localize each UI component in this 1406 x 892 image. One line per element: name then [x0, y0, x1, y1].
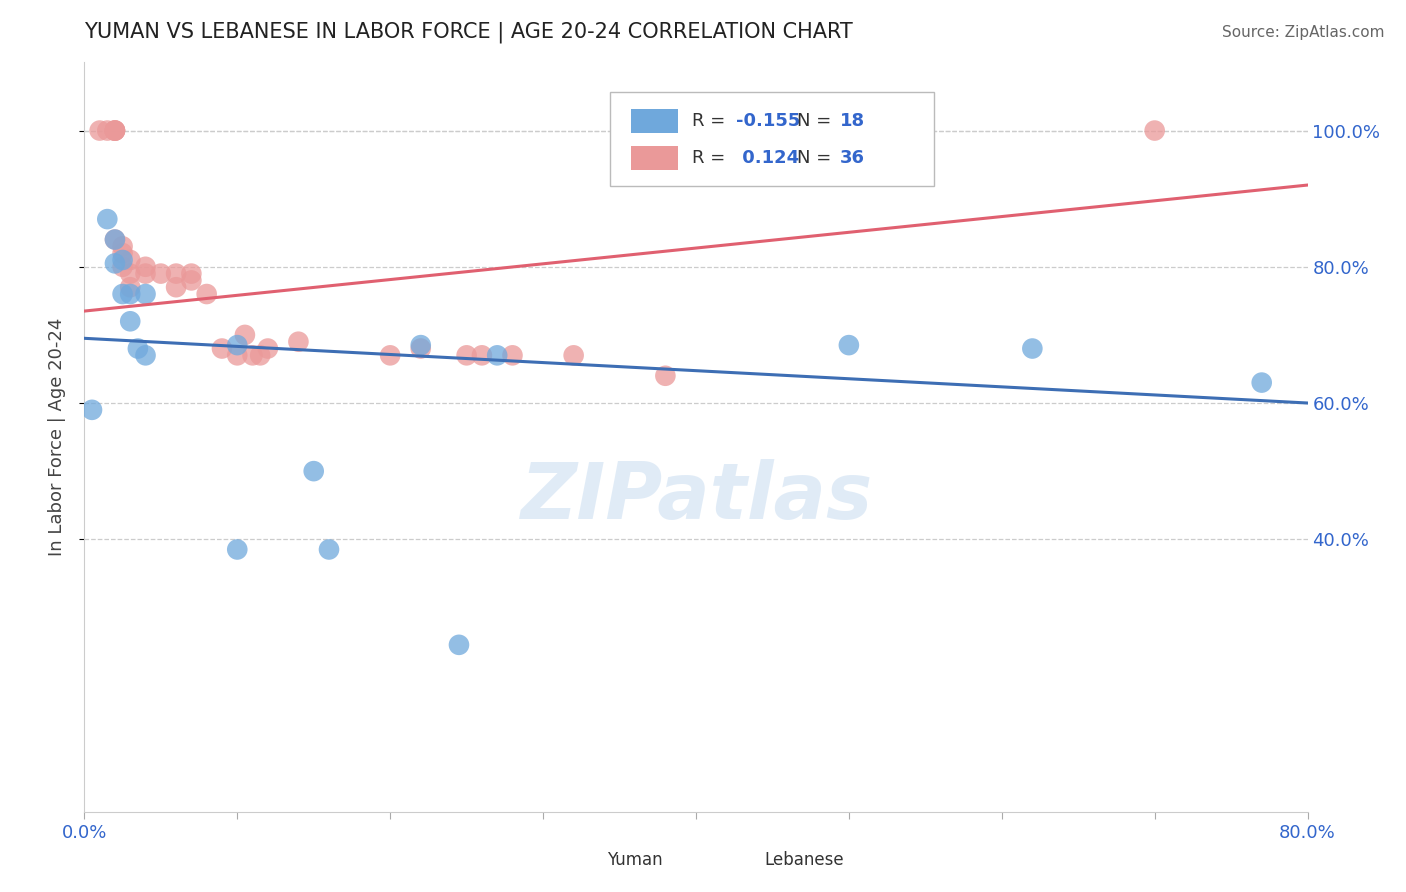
Text: Source: ZipAtlas.com: Source: ZipAtlas.com: [1222, 25, 1385, 40]
Point: [1143, 123, 1166, 137]
Point: [111, 246, 134, 260]
Point: [486, 348, 509, 362]
Y-axis label: In Labor Force | Age 20-24: In Labor Force | Age 20-24: [48, 318, 66, 557]
FancyBboxPatch shape: [631, 109, 678, 133]
Text: YUMAN VS LEBANESE IN LABOR FORCE | AGE 20-24 CORRELATION CHART: YUMAN VS LEBANESE IN LABOR FORCE | AGE 2…: [84, 21, 853, 43]
FancyBboxPatch shape: [728, 852, 756, 870]
Point: [471, 348, 494, 362]
Point: [502, 348, 524, 362]
Point: [226, 338, 249, 352]
Point: [409, 342, 432, 356]
Text: N =: N =: [797, 112, 838, 130]
Text: Yuman: Yuman: [606, 852, 662, 870]
Point: [447, 638, 470, 652]
Point: [135, 348, 157, 362]
Point: [120, 252, 142, 267]
Point: [80, 402, 103, 417]
Point: [302, 464, 325, 478]
Point: [318, 542, 340, 557]
Point: [104, 233, 127, 247]
Point: [195, 287, 218, 301]
Point: [127, 342, 149, 356]
Point: [380, 348, 402, 362]
Text: 36: 36: [841, 149, 865, 167]
Point: [654, 368, 676, 383]
Text: Lebanese: Lebanese: [765, 852, 844, 870]
Point: [562, 348, 585, 362]
Point: [104, 233, 127, 247]
Point: [456, 348, 478, 362]
Text: N =: N =: [797, 149, 838, 167]
Point: [104, 123, 127, 137]
FancyBboxPatch shape: [631, 145, 678, 169]
FancyBboxPatch shape: [571, 852, 598, 870]
Point: [165, 280, 187, 294]
Point: [96, 123, 118, 137]
Point: [211, 342, 233, 356]
Point: [1021, 342, 1043, 356]
Point: [409, 338, 432, 352]
Point: [233, 327, 256, 342]
Point: [257, 342, 280, 356]
Point: [104, 123, 127, 137]
Point: [104, 123, 127, 137]
Point: [111, 239, 134, 253]
Point: [180, 273, 202, 287]
Point: [120, 267, 142, 281]
Text: 0.124: 0.124: [737, 149, 800, 167]
Point: [226, 348, 249, 362]
Point: [1250, 376, 1272, 390]
Point: [96, 212, 118, 227]
Point: [838, 338, 860, 352]
Text: ZIPatlas: ZIPatlas: [520, 459, 872, 535]
Point: [135, 287, 157, 301]
Point: [242, 348, 264, 362]
Point: [120, 287, 142, 301]
FancyBboxPatch shape: [610, 93, 935, 186]
Point: [249, 348, 271, 362]
Point: [135, 260, 157, 274]
Text: -0.155: -0.155: [737, 112, 800, 130]
Point: [149, 267, 172, 281]
Text: 18: 18: [841, 112, 866, 130]
Text: R =: R =: [692, 112, 731, 130]
Point: [120, 314, 142, 328]
Point: [287, 334, 309, 349]
Point: [111, 287, 134, 301]
Point: [104, 256, 127, 270]
Point: [180, 267, 202, 281]
Text: R =: R =: [692, 149, 731, 167]
Point: [226, 542, 249, 557]
Point: [111, 252, 134, 267]
Point: [120, 280, 142, 294]
Point: [165, 267, 187, 281]
Point: [135, 267, 157, 281]
Point: [89, 123, 111, 137]
Point: [104, 123, 127, 137]
Point: [111, 260, 134, 274]
